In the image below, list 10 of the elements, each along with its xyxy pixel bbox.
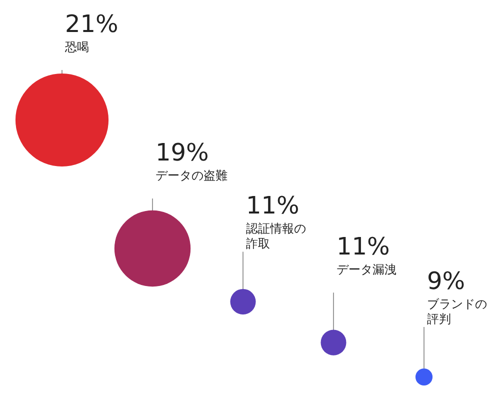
data-label: 9% <box>427 267 466 295</box>
category-label: ブランドの評判 <box>427 297 487 326</box>
data-label: 21% <box>65 10 118 38</box>
category-label: 恐喝 <box>64 40 89 54</box>
category-label: データ漏洩 <box>336 262 396 277</box>
category-label: 認証情報の詐取 <box>246 222 306 251</box>
category-label: データの盗難 <box>156 168 228 182</box>
data-label: 11% <box>336 232 390 261</box>
data-label: 19% <box>156 138 209 166</box>
data-label: 11% <box>246 192 300 220</box>
